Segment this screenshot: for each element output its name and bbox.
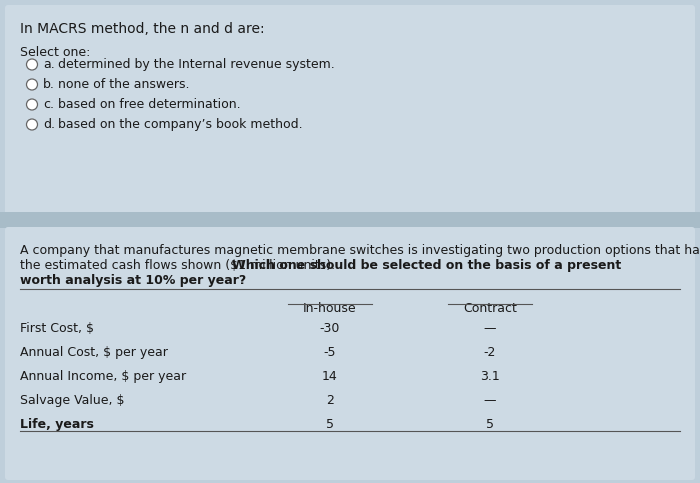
Text: b.: b. bbox=[43, 78, 55, 91]
Text: d.: d. bbox=[43, 118, 55, 131]
Text: Annual Income, $ per year: Annual Income, $ per year bbox=[20, 370, 186, 383]
Text: 3.1: 3.1 bbox=[480, 370, 500, 383]
Text: —: — bbox=[484, 394, 496, 407]
Text: —: — bbox=[484, 322, 496, 335]
Text: a.: a. bbox=[43, 58, 55, 71]
Text: Contract: Contract bbox=[463, 302, 517, 315]
Text: c.: c. bbox=[43, 98, 54, 111]
Text: 14: 14 bbox=[322, 370, 338, 383]
Text: 5: 5 bbox=[326, 418, 334, 431]
Text: Salvage Value, $: Salvage Value, $ bbox=[20, 394, 125, 407]
Circle shape bbox=[27, 99, 38, 110]
Text: Annual Cost, $ per year: Annual Cost, $ per year bbox=[20, 346, 168, 359]
Text: the estimated cash flows shown ($1 million units).: the estimated cash flows shown ($1 milli… bbox=[20, 259, 339, 272]
Circle shape bbox=[27, 119, 38, 130]
Text: based on free determination.: based on free determination. bbox=[58, 98, 241, 111]
Text: First Cost, $: First Cost, $ bbox=[20, 322, 94, 335]
FancyBboxPatch shape bbox=[5, 5, 695, 218]
FancyBboxPatch shape bbox=[0, 212, 700, 228]
Circle shape bbox=[27, 79, 38, 90]
Text: Select one:: Select one: bbox=[20, 46, 90, 59]
Text: -30: -30 bbox=[320, 322, 340, 335]
Text: none of the answers.: none of the answers. bbox=[58, 78, 190, 91]
Text: based on the company’s book method.: based on the company’s book method. bbox=[58, 118, 302, 131]
Text: In MACRS method, the n and d are:: In MACRS method, the n and d are: bbox=[20, 22, 265, 36]
Text: Life, years: Life, years bbox=[20, 418, 94, 431]
Text: -2: -2 bbox=[484, 346, 496, 359]
Text: A company that manufactures magnetic membrane switches is investigating two prod: A company that manufactures magnetic mem… bbox=[20, 244, 700, 257]
Circle shape bbox=[27, 59, 38, 70]
Text: In-house: In-house bbox=[303, 302, 357, 315]
Text: 2: 2 bbox=[326, 394, 334, 407]
Text: worth analysis at 10% per year?: worth analysis at 10% per year? bbox=[20, 274, 246, 287]
FancyBboxPatch shape bbox=[5, 227, 695, 480]
Text: -5: -5 bbox=[323, 346, 336, 359]
Text: determined by the Internal revenue system.: determined by the Internal revenue syste… bbox=[58, 58, 335, 71]
Text: Which one should be selected on the basis of a present: Which one should be selected on the basi… bbox=[232, 259, 622, 272]
Text: 5: 5 bbox=[486, 418, 494, 431]
